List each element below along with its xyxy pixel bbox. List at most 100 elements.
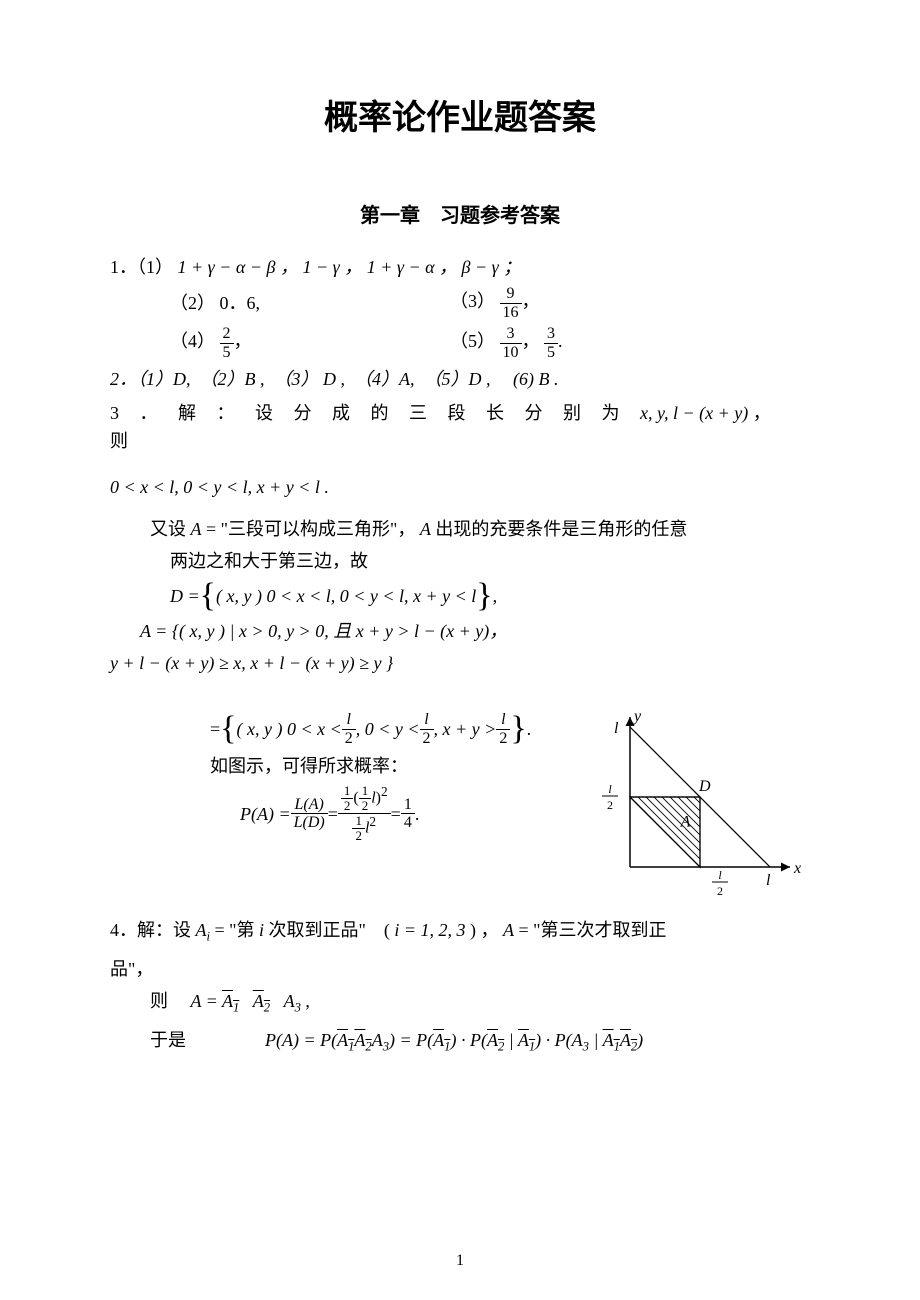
m3: ) · P( (535, 1030, 571, 1050)
body1: ( x, y ) 0 < x < (236, 715, 341, 743)
frac-half2-icon: 1 2 (352, 814, 365, 844)
den: 2 (342, 730, 356, 748)
A1d: A1 (518, 1030, 535, 1050)
q3-eqline: = { ( x, y ) 0 < x < l 2 , 0 < y < l 2 ,… (210, 711, 580, 747)
A: A (191, 519, 202, 539)
page: 概率论作业题答案 第一章 习题参考答案 1．（1） 1 + γ − α − β … (0, 0, 920, 1104)
q1-line1: 1．（1） 1 + γ − α − β ， 1 − γ ， 1 + γ − α … (110, 253, 810, 281)
q2-line: 2．（1）D, （2）B , （3） D , （4）A, （5）D , (6) … (110, 365, 810, 393)
q1-row-45: （4） 2 5 ， （5） 3 10 ， 3 5 . (110, 325, 810, 361)
sq: 2 (381, 784, 388, 799)
A: A (572, 1030, 583, 1050)
q4-line1b: 品"， (110, 955, 810, 983)
svg-text:x: x (793, 860, 801, 877)
bar2: | (589, 1030, 603, 1050)
A1e: A1 (603, 1030, 620, 1050)
then: 则 (150, 991, 186, 1011)
A1bar: A1 (222, 991, 239, 1011)
svg-text:l: l (608, 782, 612, 796)
brace-left-icon: { (220, 712, 236, 746)
tail: . (527, 715, 532, 743)
q1-2: （2） 0．6, (170, 289, 450, 317)
frac-2-5-icon: 2 5 (220, 325, 234, 361)
q1-5: （5） 3 10 ， 3 5 . (450, 325, 563, 361)
q1r1-left-lbl: （2） (170, 293, 215, 313)
svg-text:A: A (680, 814, 691, 831)
eq: = (210, 715, 220, 743)
A2bar: A2 (253, 991, 270, 1011)
q1r2-right-lbl: （5） (450, 331, 495, 351)
q3-lead: 3 ． 解 ： 设 分 成 的 三 段 长 分 别 为 (110, 403, 640, 423)
q3-p2: 两边之和大于第三边，故 (170, 547, 810, 575)
A: A (420, 519, 431, 539)
q1-expr-2: 1 + γ − α ， (367, 257, 457, 277)
q1-lead: 1．（1） (110, 257, 173, 277)
t: 出现的充要条件是三角形的任意 (435, 519, 687, 539)
n: 1 (352, 814, 365, 829)
doc-title: 概率论作业题答案 (110, 90, 810, 139)
brace-left-icon: { (200, 579, 216, 613)
den: 2 (420, 730, 434, 748)
svg-text:2: 2 (607, 798, 613, 812)
num: l (420, 711, 434, 730)
A1b: A1 (337, 1030, 354, 1050)
q1r1-left-val: 0．6, (220, 293, 261, 313)
q3-p1: 又设 A = "三段可以构成三角形"， A 出现的充要条件是三角形的任意 (150, 515, 810, 543)
D-body: ( x, y ) 0 < x < l, 0 < y < l, x + y < l (216, 582, 476, 610)
A: A (518, 1030, 529, 1050)
den: 16 (500, 304, 522, 322)
num: L(A) (291, 796, 328, 815)
i2: i (259, 920, 264, 940)
m2: ) · P( (450, 1030, 486, 1050)
end: ) (637, 1030, 643, 1050)
eq1: = (328, 800, 338, 828)
d: 2 (352, 829, 365, 843)
q1-expr-3: β − γ ； (462, 257, 522, 277)
t: = "三段可以构成三角形"， (206, 519, 415, 539)
eq: = "第 (215, 920, 260, 940)
lead: 4．解：设 (110, 920, 196, 940)
tail: . (558, 331, 563, 351)
A: A (620, 1030, 631, 1050)
q3-intro: 3 ． 解 ： 设 分 成 的 三 段 长 分 别 为 x, y, l − (x… (110, 399, 810, 455)
num: 9 (500, 285, 522, 304)
A2c: A2 (487, 1030, 504, 1050)
D-tail: , (493, 582, 498, 610)
num: 3 (544, 325, 558, 344)
den: 5 (544, 344, 558, 362)
den: 5 (220, 344, 234, 362)
svg-text:l: l (718, 868, 722, 882)
frac-l2-2-icon: l 2 (420, 711, 434, 747)
bar1: | (504, 1030, 518, 1050)
hence: 于是 (150, 1030, 186, 1050)
q3-A1: A = {( x, y ) | x > 0, y > 0, 且 x + y > … (140, 617, 810, 645)
q4-line1: 4．解：设 Ai = "第 i 次取到正品" ( i = 1, 2, 3 ) ，… (110, 916, 810, 951)
s: 3 (295, 1001, 301, 1015)
svg-text:l: l (766, 872, 771, 889)
geometry-figure: yxlll2l2DA (590, 707, 810, 912)
irange: i = 1, 2, 3 (394, 920, 465, 940)
q3-cond: 0 < x < l, 0 < y < l, x + y < l . (110, 473, 810, 501)
frac-3-10-icon: 3 10 (500, 325, 522, 361)
frac-halfl-icon: 1 2 (359, 784, 372, 814)
frac-l2-3-icon: l 2 (496, 711, 510, 747)
body2: , 0 < y < (356, 715, 420, 743)
q1r2-left-lbl: （4） (170, 331, 215, 351)
frac-big-icon: 1 2 ( 1 2 l)2 1 2 l2 (338, 784, 391, 844)
sq2: 2 (369, 814, 376, 829)
frac-1-4-icon: 1 4 (401, 796, 415, 832)
den: 10 (500, 344, 522, 362)
dot: . (415, 800, 420, 828)
frac-3-5-icon: 3 5 (544, 325, 558, 361)
q1-row-23: （2） 0．6, （3） 9 16 ， (110, 285, 810, 321)
A1c: A1 (433, 1030, 450, 1050)
frac-LA-LD-icon: L(A) L(D) (291, 796, 328, 832)
q4-hence-line: 于是 P(A) = P(A1A2A3) = P(A1) · P(A2 | A1)… (150, 1026, 810, 1061)
page-number: 1 (0, 1252, 920, 1270)
den: 4 (401, 814, 415, 832)
eq2: = (391, 800, 401, 828)
comma: ， (522, 331, 540, 351)
q3-D: D = { ( x, y ) 0 < x < l, 0 < y < l, x +… (170, 579, 810, 613)
body3: , x + y > (434, 715, 497, 743)
frac-9-16-icon: 9 16 (500, 285, 522, 321)
